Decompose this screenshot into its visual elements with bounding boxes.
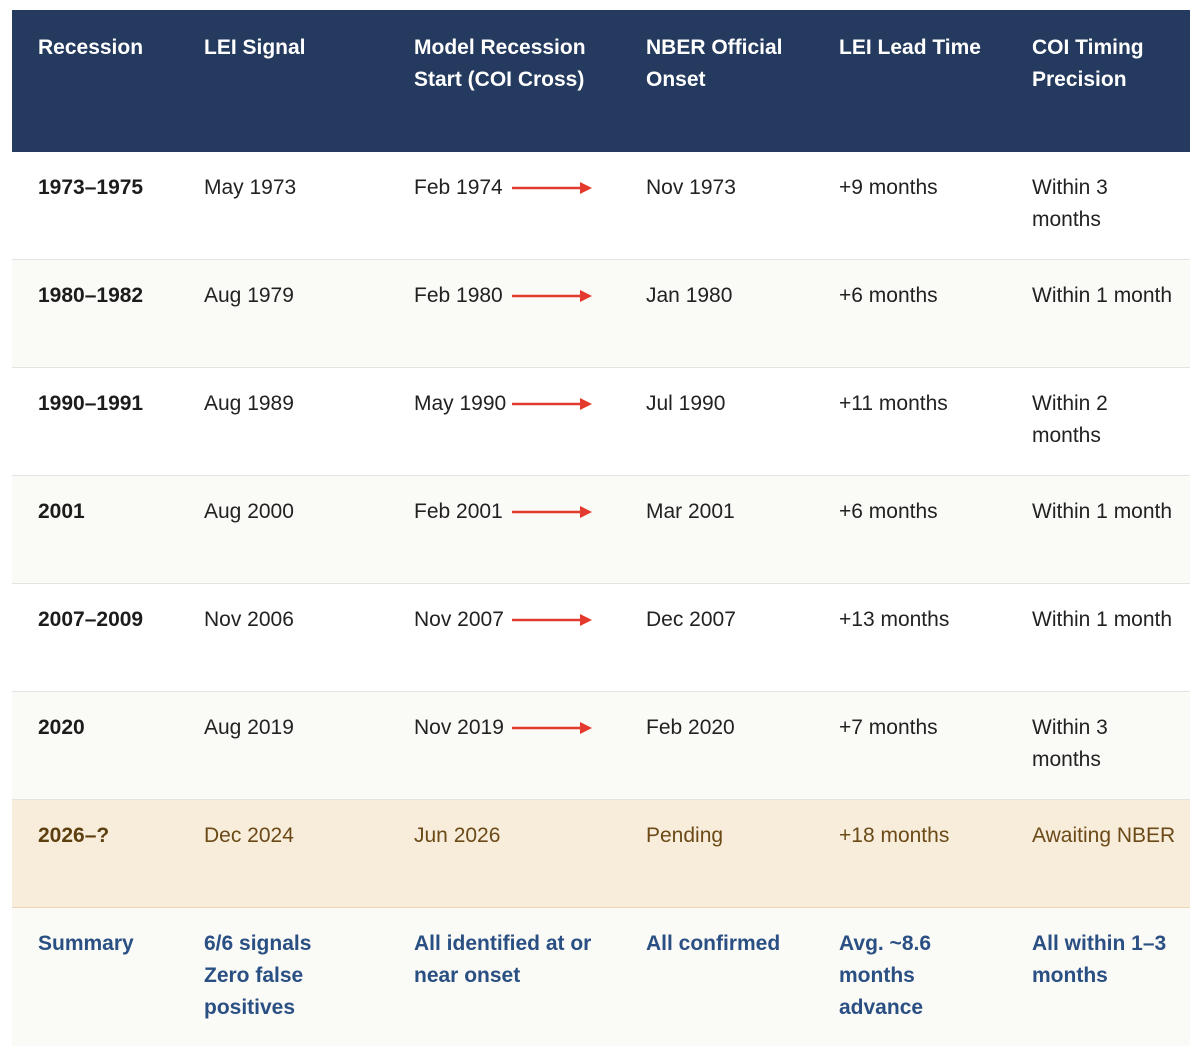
model-start-value: Feb 1974 [414,176,503,199]
cell-lei-signal: 6/6 signals Zero false positives [178,907,388,1046]
cell-lei-signal: Aug 1979 [178,259,388,368]
cell-lead-time: +18 months [813,799,1006,908]
cell-recession: 2007–2009 [12,583,178,692]
cell-nber-onset: Feb 2020 [620,691,813,800]
header-model-start: Model Recession Start (COI Cross) [388,10,620,152]
cell-nber-onset: Dec 2007 [620,583,813,692]
table-row: 1973–1975 May 1973 Feb 1974 Nov 1973 +9 … [12,152,1190,260]
header-nber-onset: NBER Official Onset [620,10,813,152]
summary-false-positives: Zero false positives [204,964,304,1019]
summary-signal-count: 6/6 signals [204,932,312,955]
cell-model-start: May 1990 [388,367,620,476]
table-row: 2007–2009 Nov 2006 Nov 2007 Dec 2007 +13… [12,583,1190,692]
recession-table: Recession LEI Signal Model Recession Sta… [12,10,1190,1046]
cell-precision: Within 1 month [1006,475,1190,584]
cell-lead-time: +11 months [813,367,1006,476]
table-row: 1980–1982 Aug 1979 Feb 1980 Jan 1980 +6 … [12,259,1190,368]
cell-lead-time: Avg. ~8.6 months advance [813,907,1006,1046]
cell-precision: Within 1 month [1006,259,1190,368]
cell-precision: All within 1–3 months [1006,907,1190,1046]
cell-nber-onset: Mar 2001 [620,475,813,584]
model-start-value: Nov 2007 [414,608,504,631]
cell-model-start: All identified at or near onset [388,907,620,1046]
cell-lead-time: +6 months [813,259,1006,368]
table-header: Recession LEI Signal Model Recession Sta… [12,10,1190,152]
cell-precision: Within 1 month [1006,583,1190,692]
model-start-value: May 1990 [414,392,507,415]
cell-nber-onset: All confirmed [620,907,813,1046]
cell-lei-signal: May 1973 [178,152,388,260]
cell-precision: Within 3 months [1006,691,1190,800]
cell-lead-time: +6 months [813,475,1006,584]
cell-nber-onset: Pending [620,799,813,908]
cell-lead-time: +13 months [813,583,1006,692]
header-lei-signal: LEI Signal [178,10,388,152]
arrow-right-icon [512,722,592,734]
header-precision: COI Timing Precision [1006,10,1190,152]
summary-row: Summary 6/6 signals Zero false positives… [12,907,1190,1046]
cell-recession: Summary [12,907,178,1046]
cell-recession: 1973–1975 [12,152,178,260]
cell-model-start: Feb 1974 [388,152,620,260]
table-row: 2020 Aug 2019 Nov 2019 Feb 2020 +7 month… [12,691,1190,800]
cell-model-start: Jun 2026 [388,799,620,908]
arrow-right-icon [512,398,592,410]
cell-lei-signal: Aug 2019 [178,691,388,800]
arrow-right-icon [512,614,592,626]
model-start-value: Feb 1980 [414,284,503,307]
cell-recession: 1980–1982 [12,259,178,368]
table-body: 1973–1975 May 1973 Feb 1974 Nov 1973 +9 … [12,152,1190,1046]
cell-nber-onset: Jul 1990 [620,367,813,476]
cell-lead-time: +9 months [813,152,1006,260]
cell-recession: 2020 [12,691,178,800]
model-start-value: Feb 2001 [414,500,503,523]
cell-precision: Within 2 months [1006,367,1190,476]
cell-model-start: Feb 1980 [388,259,620,368]
header-recession: Recession [12,10,178,152]
cell-precision: Within 3 months [1006,152,1190,260]
table-row: 2001 Aug 2000 Feb 2001 Mar 2001 +6 month… [12,475,1190,584]
arrow-right-icon [512,506,592,518]
cell-nber-onset: Nov 1973 [620,152,813,260]
cell-model-start: Nov 2019 [388,691,620,800]
arrow-right-icon [512,182,592,194]
cell-precision: Awaiting NBER [1006,799,1190,908]
cell-lei-signal: Aug 1989 [178,367,388,476]
pending-row: 2026–? Dec 2024 Jun 2026 Pending +18 mon… [12,799,1190,908]
cell-model-start: Feb 2001 [388,475,620,584]
cell-model-start: Nov 2007 [388,583,620,692]
cell-lead-time: +7 months [813,691,1006,800]
cell-lei-signal: Nov 2006 [178,583,388,692]
recession-table-container: Recession LEI Signal Model Recession Sta… [12,10,1190,1046]
arrow-right-icon [512,290,592,302]
cell-recession: 1990–1991 [12,367,178,476]
cell-nber-onset: Jan 1980 [620,259,813,368]
table-row: 1990–1991 Aug 1989 May 1990 Jul 1990 +11… [12,367,1190,476]
cell-recession: 2026–? [12,799,178,908]
header-lead-time: LEI Lead Time [813,10,1006,152]
cell-recession: 2001 [12,475,178,584]
cell-lei-signal: Dec 2024 [178,799,388,908]
model-start-value: Nov 2019 [414,716,504,739]
cell-lei-signal: Aug 2000 [178,475,388,584]
